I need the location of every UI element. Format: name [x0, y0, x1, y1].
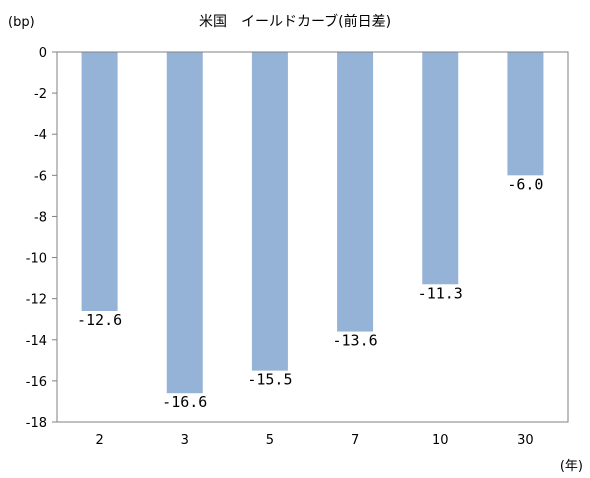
bar-7	[337, 52, 374, 332]
x-tick-label: 2	[95, 433, 103, 448]
y-tick-label: -6	[34, 169, 47, 184]
bar-30	[507, 52, 544, 176]
y-tick-label: -16	[26, 375, 47, 390]
bar-10	[422, 52, 459, 285]
y-tick-label: -4	[34, 128, 47, 143]
x-axis: 2 3 5 7 10 30	[95, 433, 533, 448]
data-label: -13.6	[333, 332, 378, 350]
y-tick-label: -12	[26, 293, 47, 308]
x-tick-label: 7	[351, 433, 359, 448]
x-tick-label: 5	[266, 433, 274, 448]
y-tick-label: -14	[26, 334, 47, 349]
data-label: -12.6	[77, 311, 122, 329]
bar-3	[166, 52, 203, 394]
y-tick-label: 0	[39, 46, 47, 61]
y-tick-label: -8	[34, 210, 47, 225]
x-tick-label: 3	[181, 433, 189, 448]
y-tick-label: -18	[26, 416, 47, 431]
y-axis-label: (bp)	[8, 15, 35, 30]
x-tick-label: 30	[517, 433, 534, 448]
data-label: -11.3	[418, 284, 463, 302]
y-tick-label: -2	[34, 87, 47, 102]
data-label: -15.5	[247, 371, 292, 389]
data-labels: -12.6 -16.6 -15.5 -13.6 -11.3 -6.0	[77, 175, 543, 411]
y-axis: 0 -2 -4 -6 -8 -10 -12 -14 -16 -18	[26, 46, 57, 431]
bar-5	[251, 52, 288, 371]
x-tick-label: 10	[432, 433, 449, 448]
plot-area-frame	[56, 51, 569, 423]
data-label: -6.0	[507, 175, 543, 193]
chart-title: 米国 イールドカーブ(前日差)	[199, 13, 391, 30]
bars	[81, 52, 544, 394]
x-axis-label: (年)	[560, 459, 583, 474]
bar-2	[81, 52, 118, 311]
y-tick-label: -10	[26, 252, 47, 267]
data-label: -16.6	[162, 393, 207, 411]
